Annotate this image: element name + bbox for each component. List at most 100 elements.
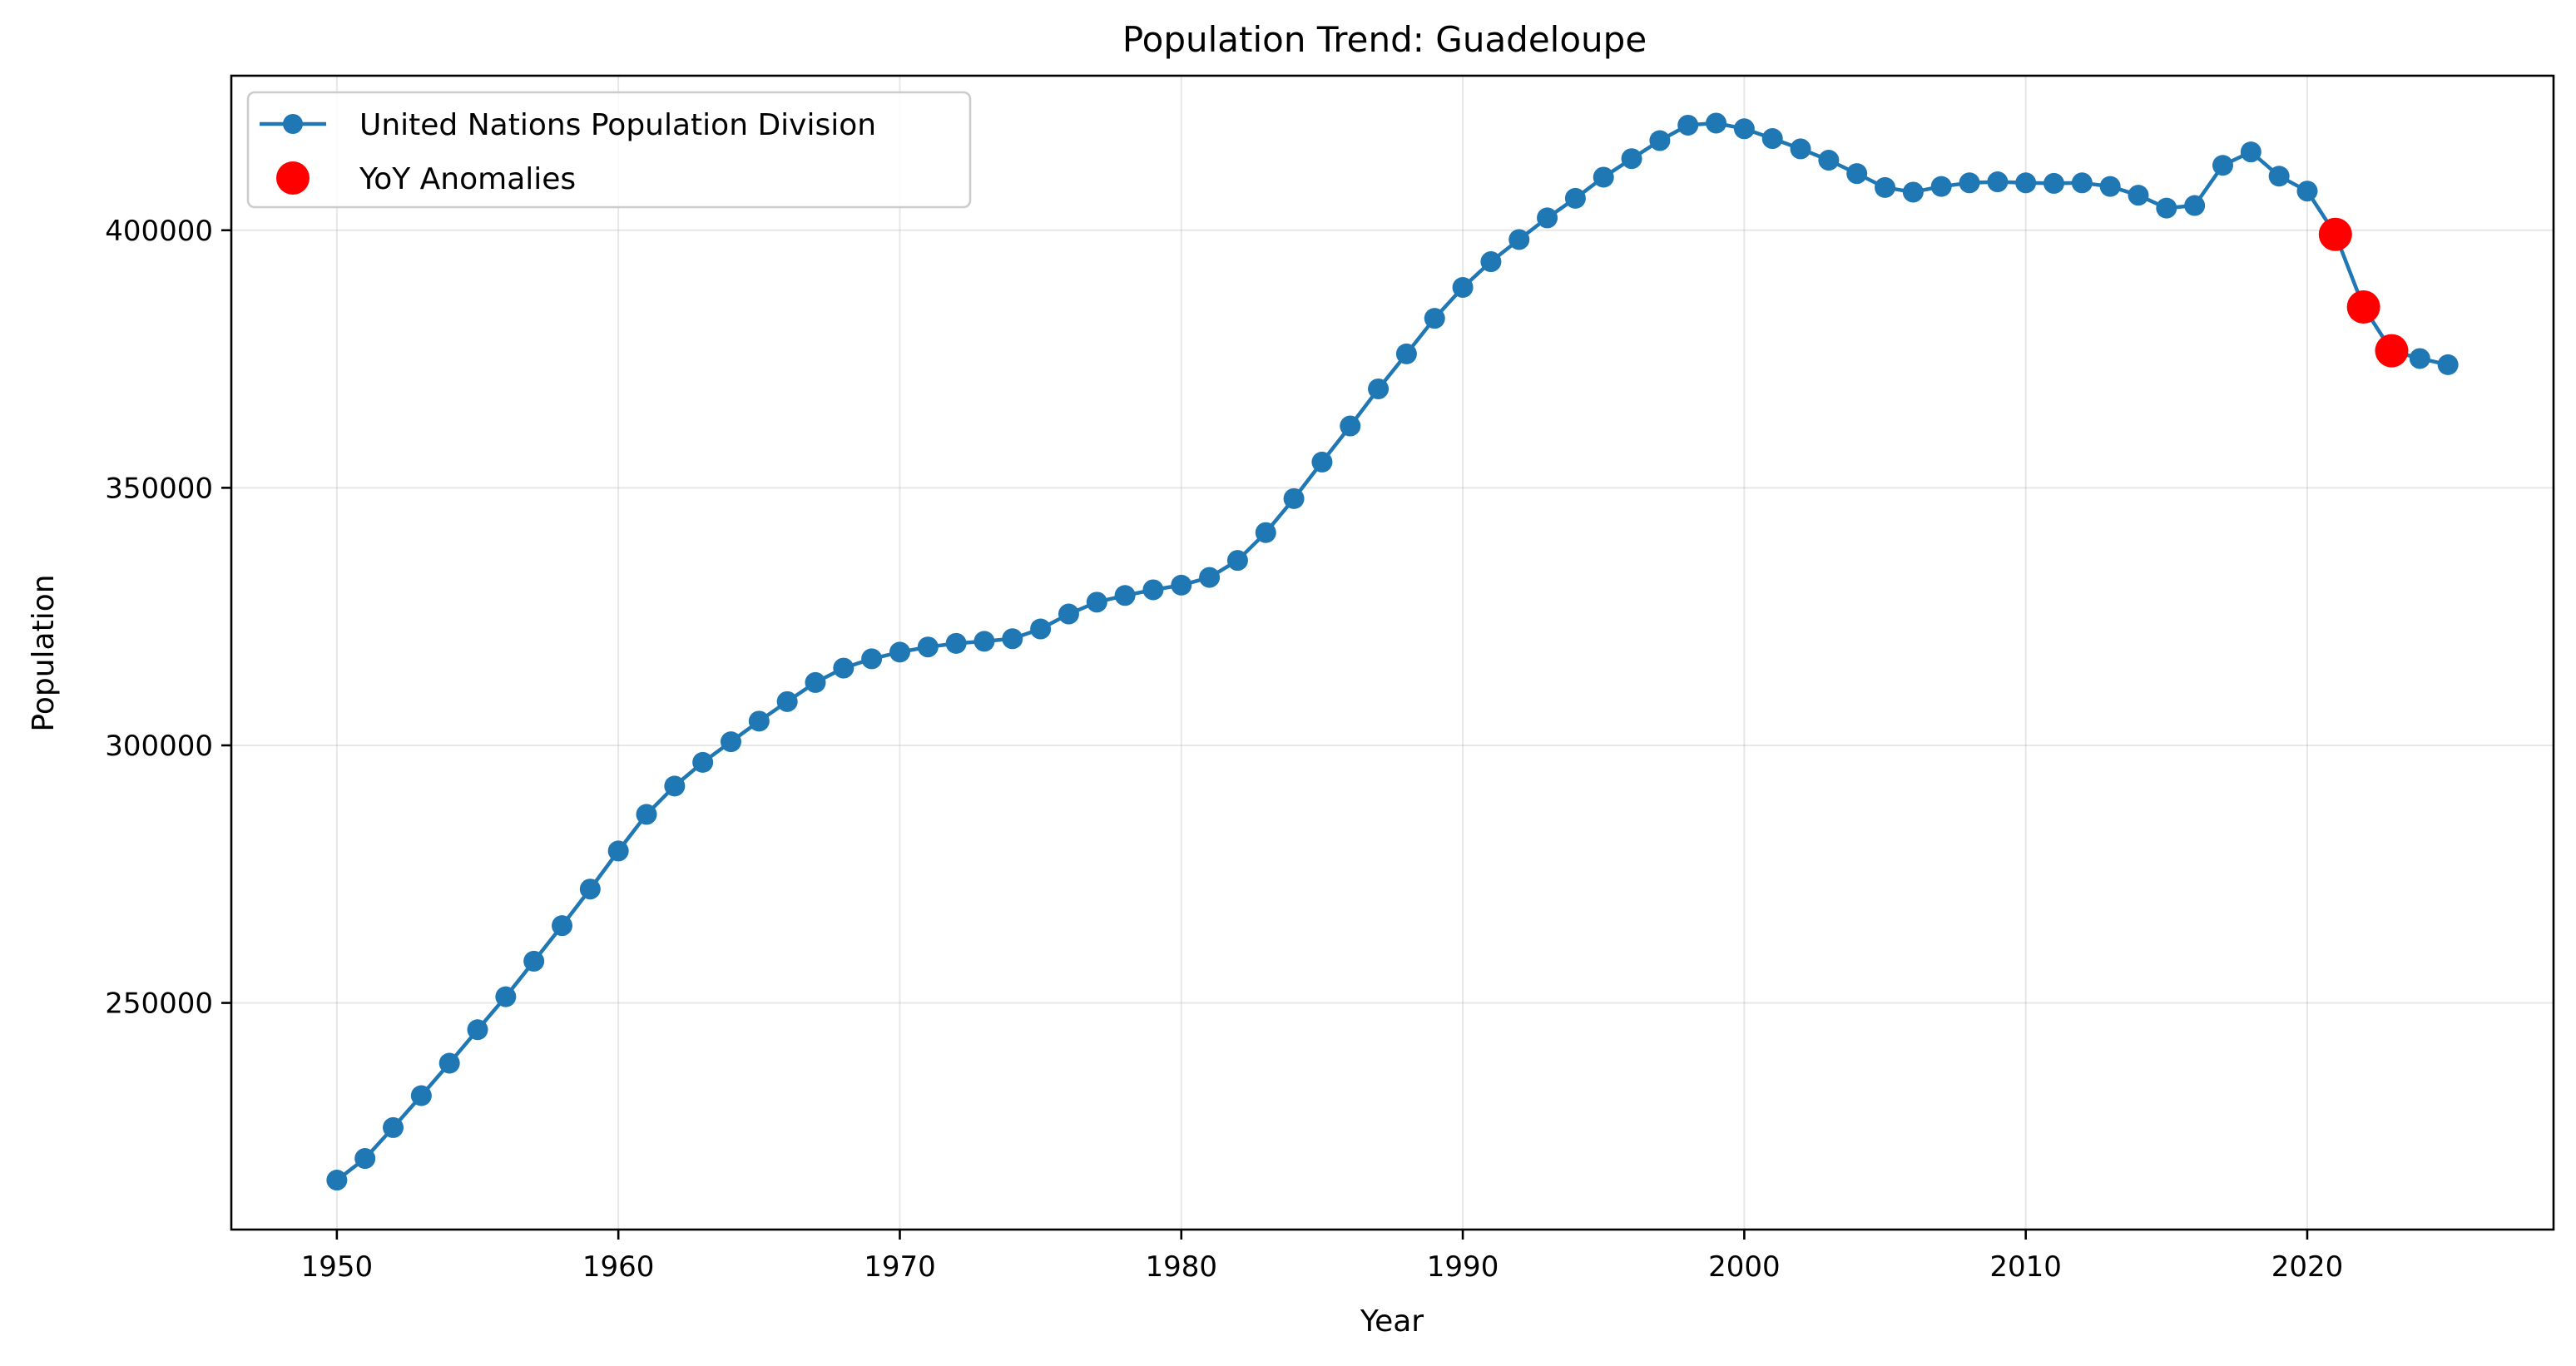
population-data-point [1593, 166, 1614, 188]
population-data-point [1846, 163, 1868, 185]
population-data-point [720, 731, 741, 753]
population-data-point [1283, 488, 1305, 509]
population-data-point [1311, 451, 1333, 473]
population-data-point [1930, 176, 1952, 197]
population-data-point [945, 632, 967, 654]
population-data-point [776, 690, 798, 712]
population-data-point [354, 1148, 376, 1170]
population-data-point [1818, 150, 1840, 171]
population-data-point [410, 1085, 432, 1106]
population-data-point [1790, 138, 1811, 160]
population-data-point [1452, 276, 1474, 298]
population-data-point [861, 648, 883, 670]
population-data-point [2043, 172, 2065, 194]
population-data-point [579, 878, 601, 900]
population-data-point [1959, 172, 1980, 194]
x-tick-label: 1990 [1427, 1250, 1499, 1284]
legend-box [246, 91, 972, 209]
legend-line-marker [283, 114, 303, 134]
population-data-point [438, 1052, 460, 1074]
population-data-point [692, 751, 714, 773]
x-axis-ticks: 1950 1960 1970 1980 1990 2000 2010 2020 [301, 1230, 2344, 1284]
x-tick-label: 1970 [864, 1250, 936, 1284]
population-data-point [2071, 172, 2093, 194]
population-data-point [1255, 522, 1276, 543]
population-data-point [1058, 603, 1079, 625]
anomaly-point [2375, 334, 2409, 368]
population-data-point [326, 1170, 348, 1191]
population-data-point [2156, 197, 2177, 219]
population-data-point [2099, 176, 2121, 197]
population-data-point [2184, 195, 2206, 216]
legend-series-label: United Nations Population Division [359, 108, 876, 142]
population-data-point [383, 1116, 404, 1138]
population-data-point [1199, 567, 1221, 588]
population-data-point [2437, 354, 2459, 375]
population-data-point [748, 710, 770, 732]
population-data-point [1226, 550, 1248, 572]
x-tick-label: 2020 [2271, 1250, 2344, 1284]
population-data-point [1564, 187, 1586, 209]
population-data-point [2296, 181, 2318, 202]
population-data-point [805, 671, 826, 693]
population-data-point [607, 840, 629, 862]
population-data-point [1987, 171, 2009, 193]
population-data-point [1142, 579, 1164, 601]
population-data-point [495, 986, 517, 1007]
population-data-point [1395, 343, 1417, 364]
population-data-point [1508, 229, 1530, 250]
population-data-point [889, 641, 910, 663]
x-tick-label: 1980 [1146, 1250, 1218, 1284]
population-data-point [552, 915, 573, 937]
population-data-point [1761, 128, 1783, 150]
x-axis-label: Year [1360, 1304, 1424, 1339]
x-tick-label: 1950 [301, 1250, 374, 1284]
population-data-point [1875, 176, 1896, 198]
plot-area-frame [230, 74, 2555, 1231]
population-data-point [2128, 185, 2149, 206]
x-tick-label: 2010 [1989, 1250, 2062, 1284]
anomaly-layer [2318, 217, 2409, 368]
population-data-point [2015, 172, 2037, 194]
population-data-point [2268, 166, 2290, 187]
x-tick-label: 1960 [582, 1250, 655, 1284]
chart-title: Population Trend: Guadeloupe [1122, 19, 1647, 60]
anomaly-point [2318, 217, 2352, 251]
population-data-point [1706, 112, 1727, 134]
population-data-point [1030, 618, 1052, 640]
population-data-point [2240, 141, 2261, 163]
population-data-point [1340, 415, 1361, 437]
y-axis-ticks: 250000 300000 350000 400000 [105, 215, 231, 1021]
legend-anomaly-marker [276, 161, 310, 195]
population-data-point [636, 804, 657, 825]
population-data-point [467, 1019, 488, 1041]
population-data-point [973, 631, 995, 652]
population-data-point [1677, 114, 1699, 136]
population-data-point [833, 657, 855, 679]
population-data-point [1621, 148, 1642, 170]
y-tick-label: 250000 [105, 987, 213, 1021]
legend: United Nations Population Division YoY A… [246, 91, 972, 209]
population-data-point [1537, 207, 1558, 229]
population-data-point [1002, 628, 1023, 650]
population-data-point [1902, 181, 1924, 203]
population-data-point [523, 950, 545, 972]
population-data-point [917, 636, 939, 658]
population-data-point [1114, 585, 1136, 606]
population-data-point [2212, 155, 2233, 176]
population-data-point [1480, 251, 1502, 273]
y-tick-label: 300000 [105, 730, 213, 763]
population-data-point [1649, 130, 1671, 151]
population-series-line [335, 121, 2449, 1182]
y-axis-label: Population [27, 574, 61, 731]
population-data-point [1733, 118, 1755, 140]
legend-anomaly-label: YoY Anomalies [359, 162, 576, 196]
y-tick-label: 400000 [105, 215, 213, 248]
population-data-point [664, 775, 686, 797]
population-data-point [1086, 591, 1107, 613]
population-data-point [1368, 378, 1390, 399]
population-data-point [2409, 348, 2430, 369]
